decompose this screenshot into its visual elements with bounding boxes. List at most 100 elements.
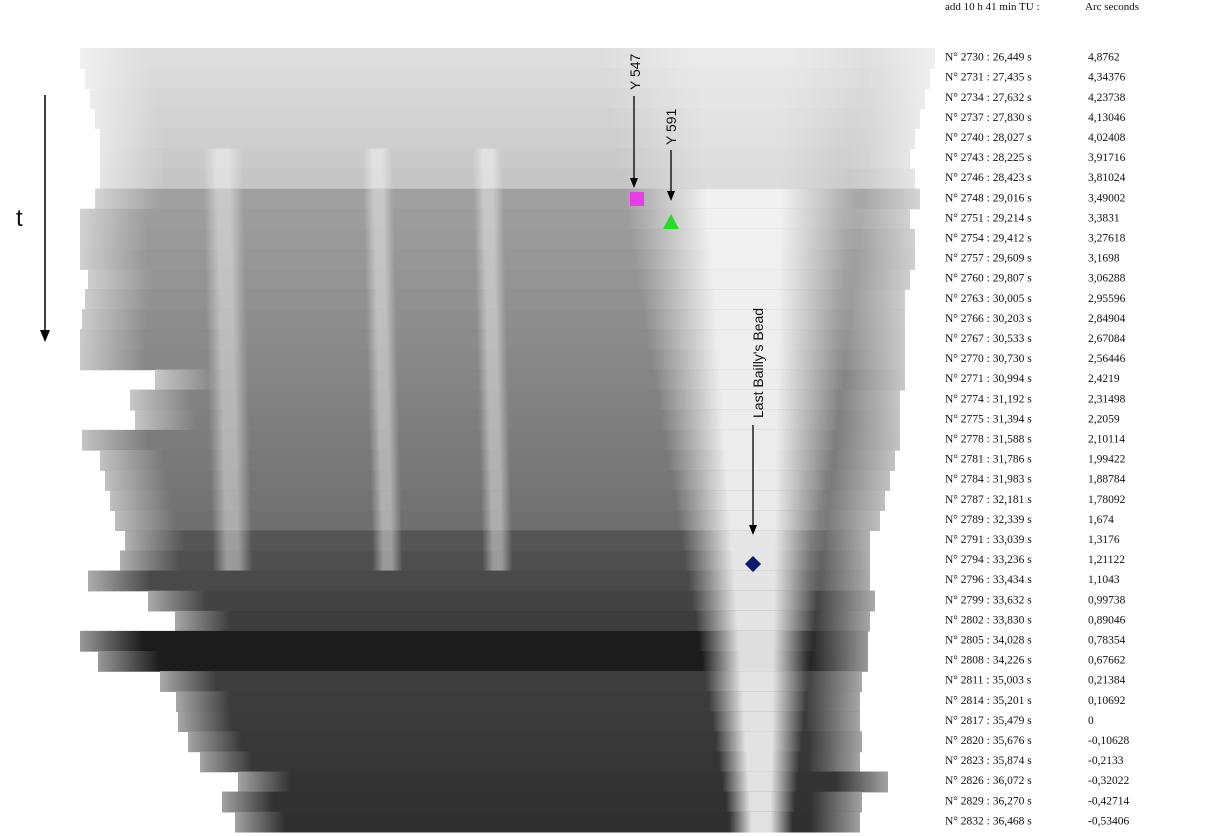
bright-band (209, 409, 249, 431)
arc-seconds: 1,88784 (1088, 474, 1126, 486)
bright-band (203, 168, 243, 190)
frame-time: N° 2817 : 35,479 s (945, 715, 1032, 727)
frame-time: N° 2751 : 29,214 s (945, 212, 1032, 224)
frame-time: N° 2789 : 32,339 s (945, 514, 1032, 526)
arc-seconds: 4,13046 (1088, 112, 1126, 124)
frame-time: N° 2829 : 36,270 s (945, 795, 1032, 807)
arrow-head (667, 191, 675, 201)
bright-band (480, 450, 510, 471)
frame-time: N° 2781 : 31,786 s (945, 454, 1032, 466)
bright-region (657, 389, 841, 411)
bright-band (371, 490, 401, 511)
bright-band (205, 249, 245, 270)
bright-region (640, 289, 853, 310)
frame-time: N° 2774 : 31,192 s (945, 393, 1032, 405)
bright-band (479, 409, 509, 431)
bright-region (715, 731, 802, 753)
frame-time: N° 2832 : 36,468 s (945, 815, 1032, 827)
bright-region (664, 429, 837, 451)
frame-time: N° 2754 : 29,412 s (945, 233, 1032, 245)
bright-band (211, 490, 251, 511)
bright-band (208, 369, 248, 391)
arc-seconds: 2,31498 (1088, 393, 1126, 405)
bright-region (623, 188, 864, 210)
bright-region (698, 630, 814, 652)
strip-edge (188, 731, 862, 753)
bright-band (363, 168, 393, 190)
bright-region (647, 329, 848, 351)
bright-band (202, 148, 243, 170)
frame-time: N° 2791 : 33,039 s (945, 534, 1032, 546)
frame-time: N° 2787 : 32,181 s (945, 494, 1032, 506)
bright-band (364, 208, 394, 230)
frame-time: N° 2763 : 30,005 s (945, 293, 1032, 305)
strip-edge (160, 671, 862, 692)
frame-time: N° 2778 : 31,588 s (945, 434, 1032, 446)
frame-time: N° 2796 : 33,434 s (945, 574, 1032, 586)
frame-time: N° 2799 : 33,632 s (945, 594, 1032, 606)
arc-seconds: -0,10628 (1088, 735, 1129, 747)
bright-band (367, 329, 397, 351)
bright-band (366, 289, 396, 310)
arc-seconds: 2,10114 (1088, 434, 1125, 446)
strip-edge (88, 570, 870, 592)
arc-seconds: 4,8762 (1088, 52, 1120, 64)
arc-seconds: 3,49002 (1088, 192, 1126, 204)
arc-seconds: 2,56446 (1088, 353, 1126, 365)
bright-band (368, 369, 398, 391)
bright-band (364, 228, 395, 250)
bright-band (482, 530, 512, 552)
bright-band (478, 369, 508, 391)
arc-seconds: 2,84904 (1088, 313, 1126, 325)
arc-seconds: 2,4219 (1088, 373, 1120, 385)
bright-band (473, 188, 504, 210)
bright-band (212, 550, 253, 572)
frame-time: N° 2808 : 34,226 s (945, 655, 1032, 667)
bright-region (691, 590, 818, 612)
bright-region (674, 490, 830, 511)
arc-seconds: 2,2059 (1088, 413, 1120, 425)
bright-band (369, 429, 400, 451)
arc-seconds: 3,1698 (1088, 253, 1120, 265)
time-label: t (16, 205, 23, 232)
bright-region (630, 228, 860, 250)
marker-square (630, 192, 644, 206)
bright-band (367, 349, 398, 371)
frame-time: N° 2730 : 26,449 s (945, 52, 1032, 64)
frame-time: N° 2743 : 28,225 s (945, 152, 1032, 164)
bright-region (600, 48, 880, 69)
bright-band (366, 309, 397, 330)
frame-time: N° 2766 : 30,203 s (945, 313, 1032, 325)
strip-edge (80, 630, 868, 652)
bright-band (209, 429, 250, 451)
bright-band (480, 470, 511, 491)
frame-time: N° 2811 : 35,003 s (945, 675, 1032, 687)
bright-band (365, 249, 395, 270)
bright-band (472, 148, 503, 170)
bright-region (688, 570, 821, 592)
frame-time: N° 2794 : 33,236 s (945, 554, 1032, 566)
strip-edge (176, 691, 860, 712)
bright-band (481, 490, 511, 511)
bright-band (475, 269, 506, 290)
frame-time: N° 2748 : 29,016 s (945, 192, 1032, 204)
frame-time: N° 2823 : 35,874 s (945, 755, 1032, 767)
bright-band (475, 249, 505, 270)
bright-region (651, 349, 846, 371)
arc-seconds: 0,89046 (1088, 614, 1126, 626)
time-header: add 10 h 41 min TU : (945, 1, 1040, 13)
arrow-head (749, 525, 757, 535)
bright-region (668, 450, 834, 471)
bright-region (661, 409, 839, 431)
frame-time: N° 2767 : 30,533 s (945, 333, 1032, 345)
strip-edge (98, 651, 868, 672)
bright-band (210, 470, 251, 491)
bright-band (482, 550, 513, 572)
frame-time: N° 2740 : 28,027 s (945, 132, 1032, 144)
arc-seconds: 0,21384 (1088, 675, 1126, 687)
arc-seconds: 0,99738 (1088, 594, 1126, 606)
arc-seconds: 3,3831 (1088, 212, 1120, 224)
arc-seconds: 2,95596 (1088, 293, 1126, 305)
frame-time: N° 2760 : 29,807 s (945, 273, 1032, 285)
